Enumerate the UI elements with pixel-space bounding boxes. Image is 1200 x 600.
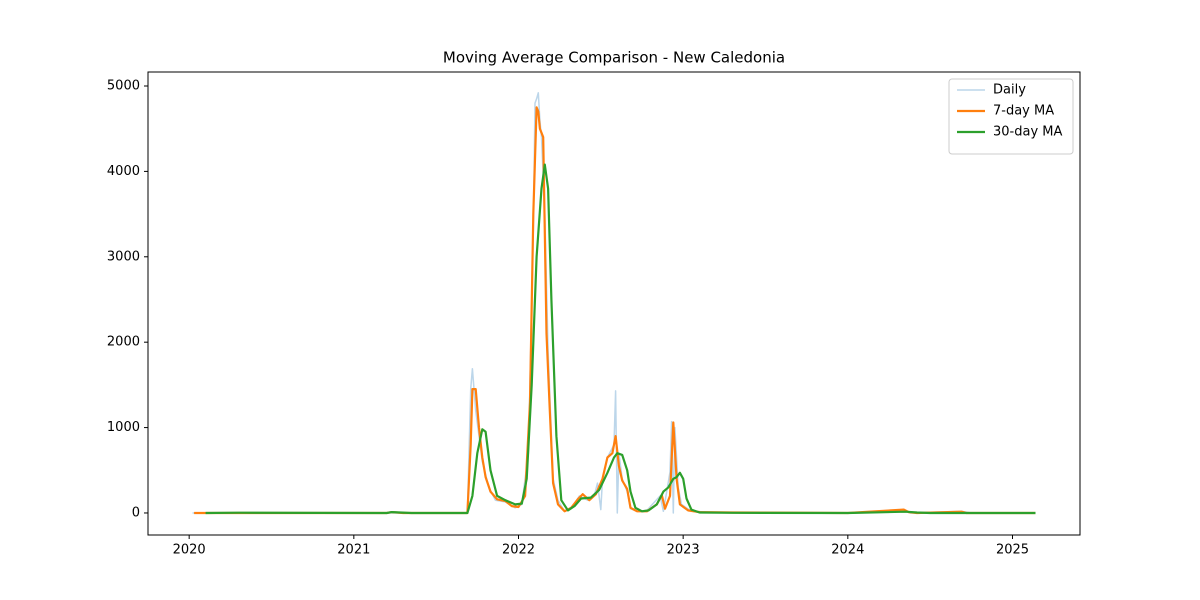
y-tick-label: 4000 — [107, 164, 140, 179]
x-tick-label: 2020 — [173, 543, 206, 558]
x-tick-label: 2021 — [337, 543, 370, 558]
legend-box — [948, 78, 1074, 155]
y-tick-label: 3000 — [107, 249, 140, 264]
series-line — [205, 163, 1036, 515]
chart-title: Moving Average Comparison - New Caledoni… — [443, 49, 785, 67]
y-tick-label: 5000 — [107, 79, 140, 94]
legend-label: 7-day MA — [993, 104, 1054, 119]
x-tick-label: 2025 — [996, 543, 1029, 558]
y-tick-label: 2000 — [107, 335, 140, 350]
x-tick-label: 2022 — [502, 543, 535, 558]
y-tick-label: 0 — [132, 505, 140, 520]
series-line — [194, 106, 1036, 515]
legend-label: Daily — [993, 83, 1026, 98]
y-tick-label: 1000 — [107, 420, 140, 435]
x-tick-label: 2024 — [831, 543, 864, 558]
legend-label: 30-day MA — [993, 125, 1062, 140]
plot-frame — [147, 71, 1081, 536]
x-tick-label: 2023 — [667, 543, 700, 558]
